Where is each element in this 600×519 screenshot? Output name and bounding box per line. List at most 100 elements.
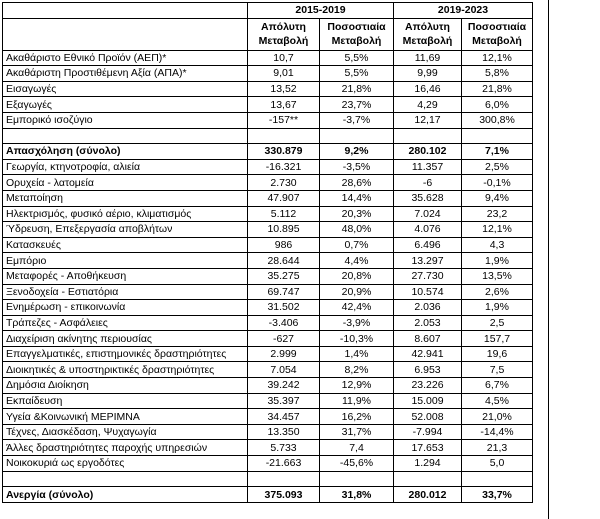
cell-value: 14,4% [319,189,394,207]
cell-value: 20,8% [319,267,394,285]
table-row: Μεταφορές - Αποθήκευση 35.275 20,8% 27.730 1… [2,267,533,285]
table-row: Διοικητικές & υποστηρικτικές δραστηριότη… [2,361,533,379]
cell-value: 7,4 [319,439,394,457]
cell-value: 21,3 [461,439,533,457]
cell-value: 300,8% [461,111,533,129]
spacer-row [2,470,533,488]
row-label: Ξενοδοχεία - Εστιατόρια [2,283,248,301]
spacer-row [2,127,533,145]
cell-value: 1,4% [319,345,394,363]
cell-value: 33,7% [461,486,533,503]
cell-value: 2,5% [461,158,533,176]
cell-value: -157** [247,111,320,129]
cell-value: 35.275 [247,267,320,285]
row-label: Ακαθάριστη Προστιθέμενη Αξία (ΑΠΑ)* [2,65,248,82]
cell-value: 7.054 [247,361,320,379]
cell-value: -10,3% [319,330,394,347]
empty-cell [319,470,394,488]
cell-value: 5.112 [247,205,320,223]
cell-value: 23,2 [461,205,533,223]
cell-value: 34.457 [247,408,320,425]
row-label: Εμπορικό ισοζύγιο [2,111,248,129]
cell-value: 39.242 [247,377,320,394]
table-row: Ακαθάριστο Εθνικό Προϊόν (ΑΕΠ)* 10,7 5,5% 1… [2,49,533,67]
table-row: Απασχόληση (σύνολο) 330.879 9,2% 280.102 7,1… [2,143,533,160]
row-label: Εξαγωγές [2,96,248,113]
row-label: Νοικοκυριά ως εργοδότες [2,455,248,472]
corner [2,17,248,51]
row-label: Ενημέρωση - επικοινωνία [2,299,248,316]
table-row: Υγεία &Κοινωνική ΜΕΡΙΜΝΑ 34.457 16,2% 52.00… [2,408,533,425]
cell-value: 16,2% [319,408,394,425]
empty-cell [461,127,533,145]
row-label: Μεταφορές - Αποθήκευση [2,267,248,285]
table-row: Τέχνες, Διασκέδαση, Ψυχαγωγία 13.350 31,7%… [2,423,533,441]
row-label: Τέχνες, Διασκέδαση, Ψυχαγωγία [2,423,248,441]
page-edge [548,0,549,519]
column-header: Ποσοστιαία Μεταβολή [319,17,394,51]
cell-value: 4,4% [319,252,394,269]
cell-value: 23.226 [393,377,462,394]
cell-value: 10,7 [247,49,320,67]
row-label: Ύδρευση, Επεξεργασία αποβλήτων [2,221,248,238]
cell-value: -16.321 [247,158,320,176]
cell-value: 0,7% [319,236,394,254]
cell-value: 28,6% [319,174,394,191]
cell-value: -3,5% [319,158,394,176]
cell-value: 27.730 [393,267,462,285]
cell-value: 9,99 [393,65,462,82]
cell-value: 31,7% [319,423,394,441]
cell-value: 8,2% [319,361,394,379]
row-label: Κατασκευές [2,236,248,254]
cell-value: -7.994 [393,423,462,441]
cell-value: 31,8% [319,486,394,503]
cell-value: 13,67 [247,96,320,113]
cell-value: 20,3% [319,205,394,223]
cell-value: 7.024 [393,205,462,223]
table-row: Κατασκευές 986 0,7% 6.496 4,3 [2,236,533,254]
row-label: Ηλεκτρισμός, φυσικό αέριο, κλιματισμός [2,205,248,223]
cell-value: 11,69 [393,49,462,67]
table-row: Ξενοδοχεία - Εστιατόρια 69.747 20,9% 10.574… [2,283,533,301]
empty-cell [2,470,248,488]
row-label: Ανεργία (σύνολο) [2,486,248,503]
cell-value: -21.663 [247,455,320,472]
cell-value: 4,3 [461,236,533,254]
cell-value: 2.036 [393,299,462,316]
cell-value: 157,7 [461,330,533,347]
table-row: Νοικοκυριά ως εργοδότες -21.663 -45,6% 1.29… [2,455,533,472]
period-header: 2015-2019 [247,2,394,19]
table-body: Ακαθάριστο Εθνικό Προϊόν (ΑΕΠ)* 10,7 5,5% 1… [2,49,533,503]
cell-value: 12,1% [461,49,533,67]
row-label: Μεταποίηση [2,189,248,207]
table-row: Τράπεζες - Ασφάλειες -3.406 -3,9% 2.053 2,5 [2,314,533,332]
row-label: Ορυχεία - λατομεία [2,174,248,191]
cell-value: 20,9% [319,283,394,301]
cell-value: 42,4% [319,299,394,316]
empty-cell [247,470,320,488]
cell-value: 35.397 [247,392,320,410]
cell-value: 1,9% [461,252,533,269]
cell-value: 48,0% [319,221,394,238]
row-label: Διαχείριση ακίνητης περιουσίας [2,330,248,347]
corner [2,2,248,19]
cell-value: 9,4% [461,189,533,207]
row-label: Επαγγελματικές, επιστημονικές δραστηριότ… [2,345,248,363]
table-row: Ανεργία (σύνολο) 375.093 31,8% 280.012 33,7% [2,486,533,503]
cell-value: 1,9% [461,299,533,316]
row-label: Τράπεζες - Ασφάλειες [2,314,248,332]
column-header: Απόλυτη Μεταβολή [393,17,462,51]
cell-value: 2.053 [393,314,462,332]
cell-value: 69.747 [247,283,320,301]
cell-value: 12,9% [319,377,394,394]
row-label: Γεωργία, κτηνοτροφία, αλιεία [2,158,248,176]
table-row: Ορυχεία - λατομεία 2.730 28,6% -6 -0,1% [2,174,533,191]
cell-value: -0,1% [461,174,533,191]
cell-value: 16,46 [393,80,462,98]
cell-value: 6.496 [393,236,462,254]
cell-value: 375.093 [247,486,320,503]
cell-value: 35.628 [393,189,462,207]
cell-value: 986 [247,236,320,254]
cell-value: 23,7% [319,96,394,113]
table-row: Ύδρευση, Επεξεργασία αποβλήτων 10.895 48,0… [2,221,533,238]
